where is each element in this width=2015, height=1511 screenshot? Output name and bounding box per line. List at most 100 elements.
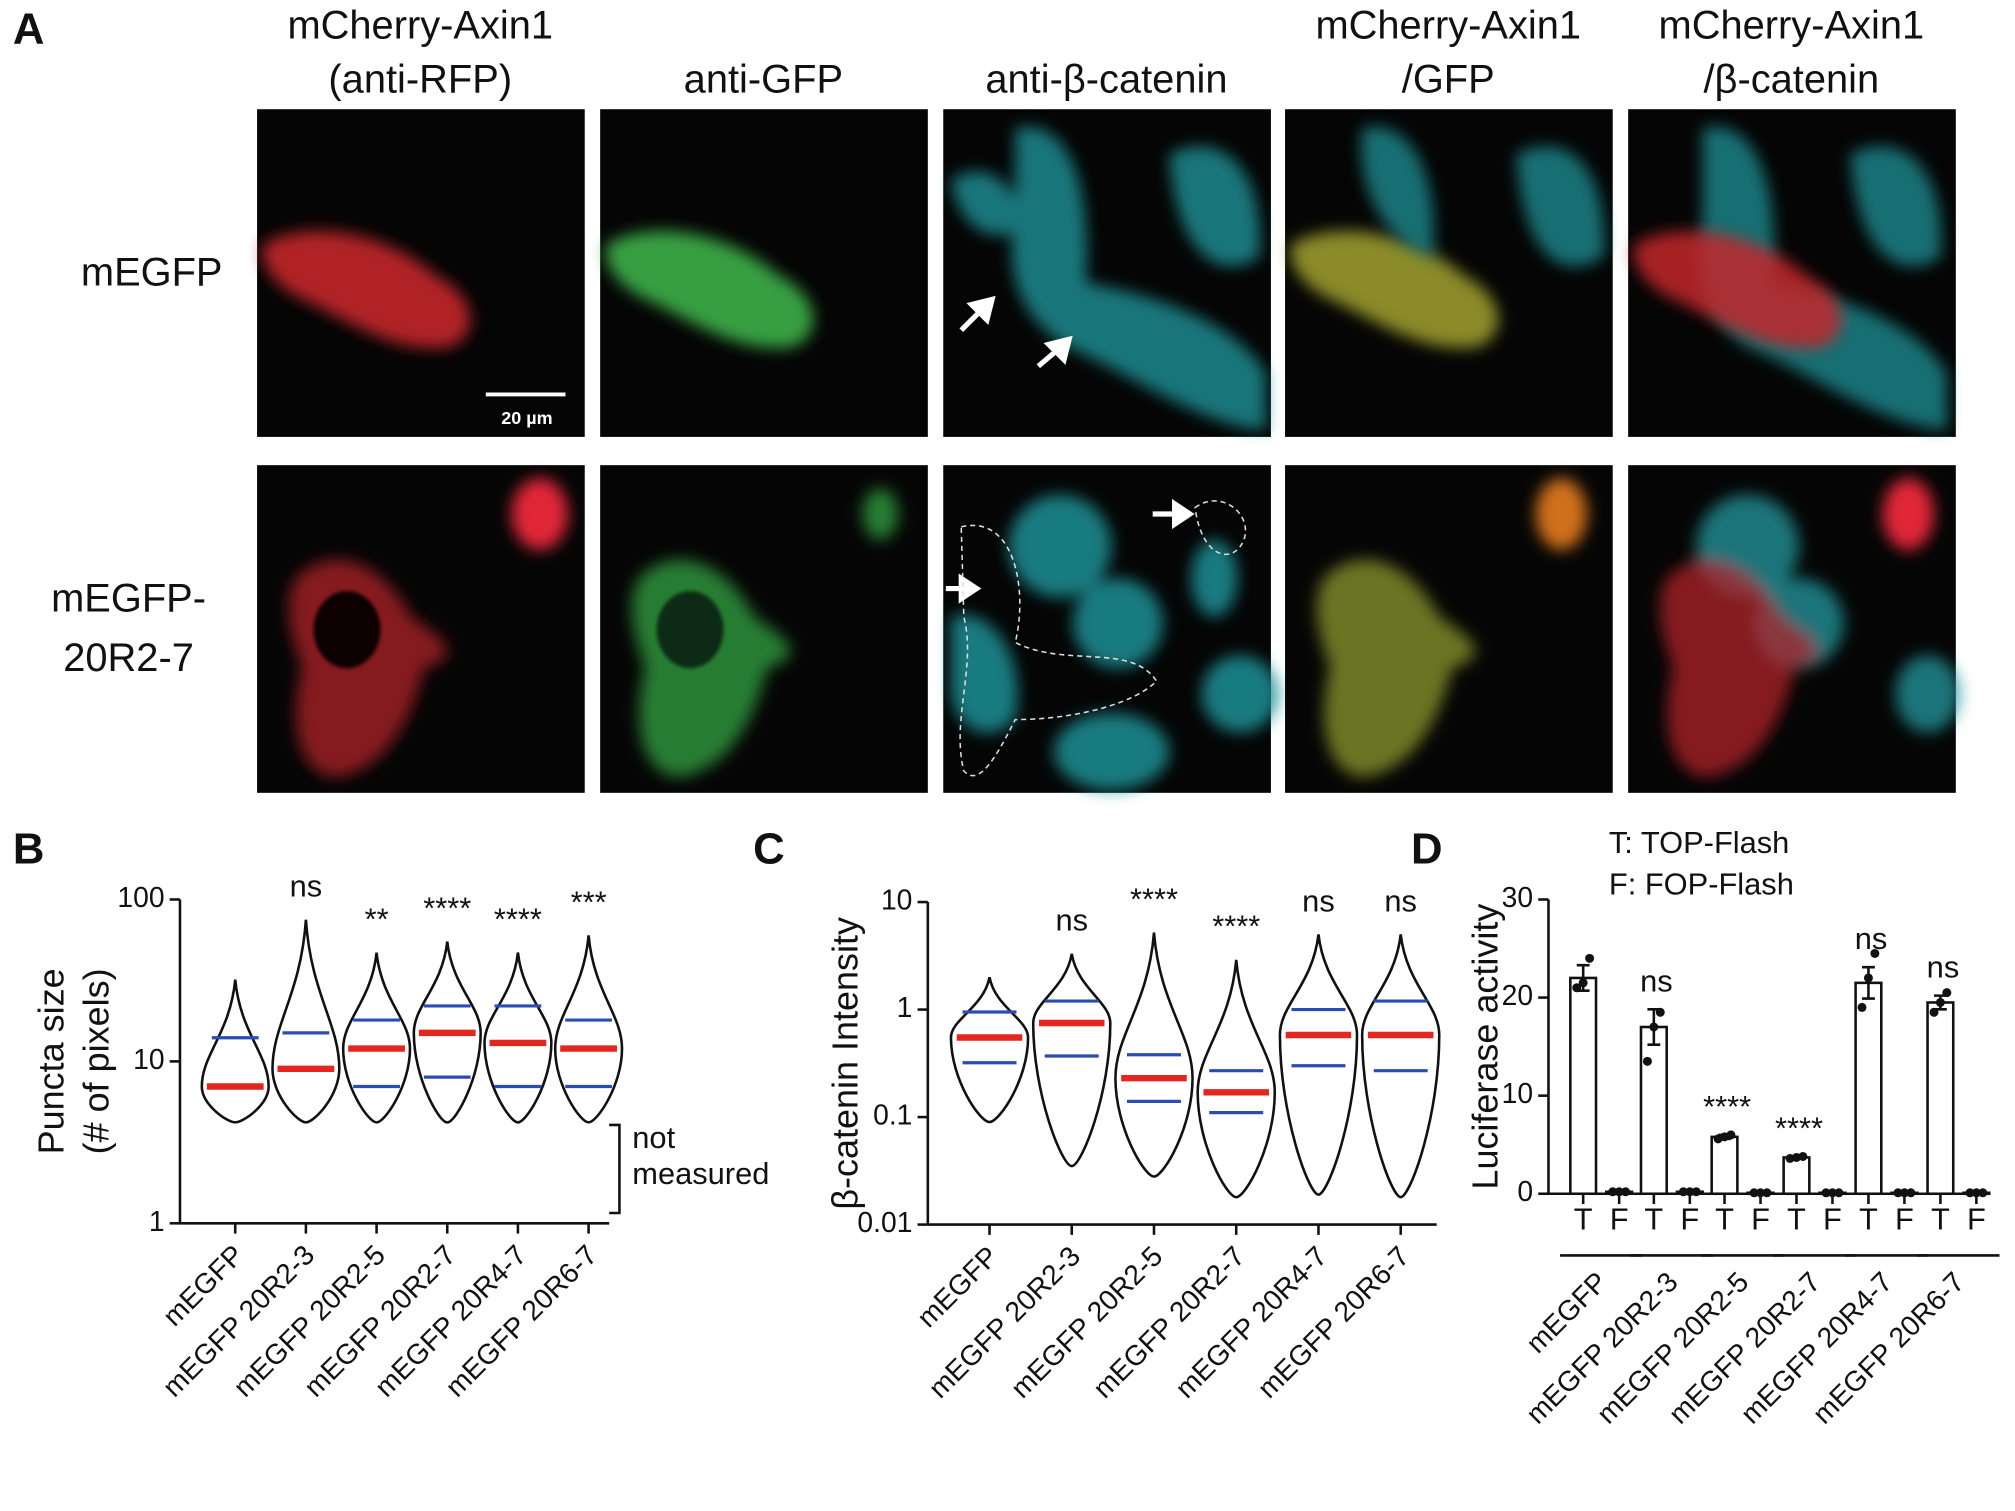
data-point (1685, 1187, 1695, 1197)
bar (1926, 1001, 1955, 1196)
bar-label: T (1644, 1202, 1663, 1237)
significance: ns (1855, 921, 1888, 956)
data-point (1756, 1188, 1765, 1198)
bar (1854, 981, 1883, 1196)
panel-label: A (13, 5, 45, 54)
significance: **** (423, 890, 471, 925)
bar-label: T (1715, 1202, 1734, 1237)
row-label: mEGFP (81, 250, 223, 294)
data-point (1893, 1188, 1903, 1198)
violin (1031, 953, 1112, 1168)
data-point (1678, 1187, 1688, 1197)
column-title: /GFP (1402, 58, 1495, 102)
data-point (1608, 1187, 1618, 1197)
scale-bar-label: 20 µm (501, 408, 552, 428)
significance: **** (1130, 881, 1178, 916)
violin (1360, 934, 1441, 1199)
y-axis-label: Luciferase activity (1465, 904, 1506, 1190)
y-tick-label: 10 (133, 1043, 164, 1075)
y-tick-label: 10 (881, 884, 912, 916)
data-point (1585, 953, 1595, 963)
data-point (1572, 983, 1582, 993)
bar-label: T (1574, 1202, 1593, 1237)
data-point (1691, 1187, 1701, 1197)
bar (1710, 1135, 1739, 1196)
column-title: (anti-RFP) (328, 58, 512, 102)
data-point (1649, 1022, 1659, 1032)
x-tick-label: mEGFP 20R2-3 (922, 1240, 1086, 1404)
significance: ns (1055, 903, 1088, 938)
significance: ns (1927, 950, 1960, 985)
y-axis-label: Puncta size (31, 968, 72, 1154)
significance: ** (365, 901, 389, 936)
nucleus (313, 591, 381, 669)
bar-label: T (1787, 1202, 1806, 1237)
data-point (1857, 1002, 1867, 1012)
bar-label: T (1931, 1202, 1950, 1237)
y-tick-label: 0 (1517, 1175, 1533, 1207)
y-tick-label: 0.1 (873, 1099, 912, 1131)
column-title: mCherry-Axin1 (287, 4, 553, 48)
cells (1361, 126, 1605, 267)
bracket (609, 1123, 621, 1215)
data-point (1749, 1188, 1759, 1198)
x-tick-label: mEGFP 20R4-7 (1169, 1240, 1333, 1404)
panel-label: B (13, 825, 45, 874)
violin (341, 952, 412, 1124)
panel-label: D (1411, 825, 1443, 874)
row-label: mEGFP- (51, 577, 206, 621)
violin (949, 976, 1030, 1124)
bar-label: F (1680, 1202, 1699, 1237)
significance: *** (571, 884, 607, 919)
y-axis-label: β-catenin Intensity (825, 917, 866, 1210)
error-bar (1862, 965, 1875, 1000)
cells (1316, 478, 1588, 778)
cell (1290, 231, 1499, 348)
significance: **** (1775, 1110, 1823, 1145)
x-tick-label: mEGFP 20R2-5 (1004, 1240, 1168, 1404)
cell (1633, 231, 1842, 348)
y-tick-label: 100 (117, 881, 164, 913)
y-tick-label: 20 (1502, 979, 1533, 1011)
violin (1114, 932, 1194, 1178)
significance: ns (1384, 883, 1417, 918)
bar-label: F (1823, 1202, 1842, 1237)
cell (605, 231, 814, 348)
y-tick-label: 10 (1502, 1077, 1533, 1109)
bar (1639, 1025, 1668, 1196)
y-axis-label: (# of pixels) (76, 968, 117, 1154)
panel-label: C (753, 825, 785, 874)
data-point (1762, 1188, 1772, 1198)
bar-label: F (1610, 1202, 1629, 1237)
bar (1569, 976, 1598, 1196)
violin (1278, 934, 1359, 1196)
significance: **** (1212, 909, 1260, 944)
bar-label: F (1967, 1202, 1986, 1237)
data-point (1935, 997, 1945, 1007)
significance: **** (1703, 1089, 1751, 1124)
bar-label: F (1751, 1202, 1770, 1237)
data-point (1834, 1188, 1844, 1198)
data-point (1971, 1188, 1981, 1198)
data-point (1827, 1188, 1837, 1198)
y-tick-label: 0.01 (857, 1206, 912, 1238)
data-point (1965, 1188, 1975, 1198)
violin (553, 935, 624, 1124)
data-point (1726, 1130, 1736, 1140)
data-point (1899, 1188, 1909, 1198)
data-point (1929, 1007, 1939, 1017)
nucleus (656, 591, 724, 669)
x-tick-label: mEGFP 20R2-7 (1086, 1240, 1250, 1404)
data-point (1798, 1151, 1808, 1161)
violin (412, 941, 482, 1124)
column-title: anti-GFP (684, 58, 843, 102)
row-label: 20R2-7 (63, 636, 194, 680)
bar (1782, 1156, 1811, 1196)
violin (483, 952, 553, 1124)
data-point (1821, 1188, 1831, 1198)
x-tick-label: mEGFP 20R6-7 (1251, 1240, 1415, 1404)
data-point (1578, 978, 1588, 988)
data-point (1978, 1188, 1988, 1198)
